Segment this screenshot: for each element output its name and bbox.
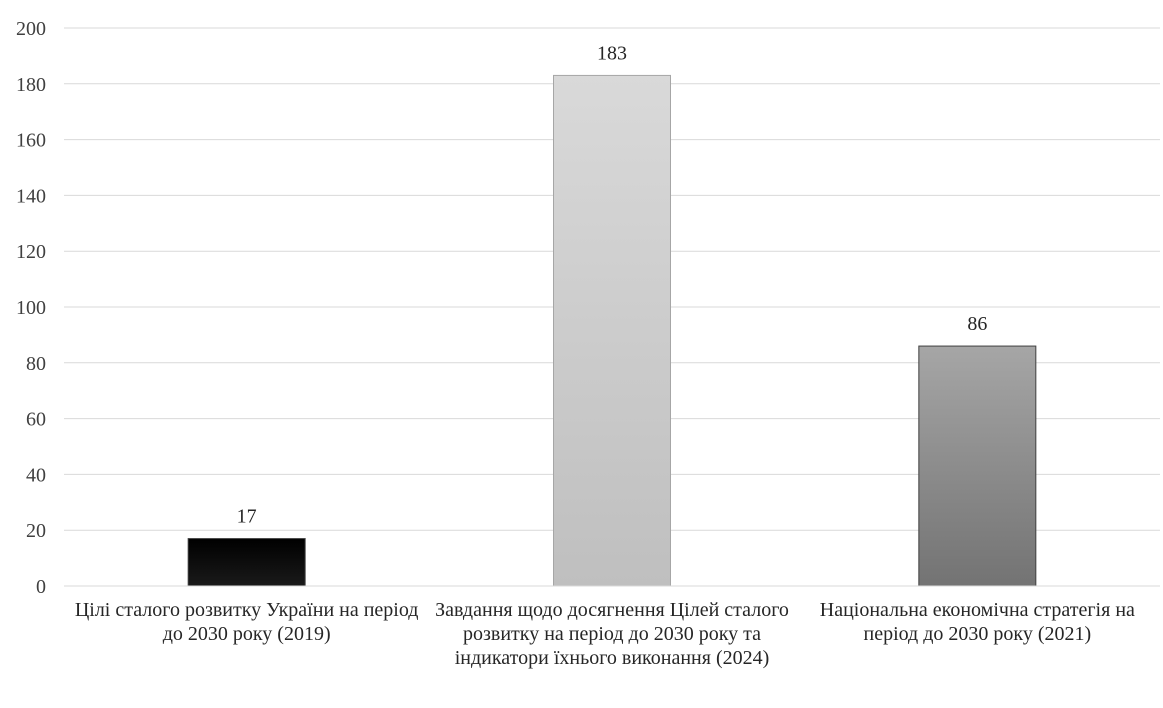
bar-1 (187, 538, 306, 587)
data-label-2: 183 (597, 42, 627, 64)
y-tick-label: 120 (16, 241, 46, 263)
y-tick-label: 20 (26, 520, 46, 542)
y-tick-label: 0 (36, 576, 46, 598)
category-label-3: Національна економічна стратегія на пері… (819, 599, 1135, 645)
y-tick-label: 160 (16, 130, 46, 152)
y-tick-label: 80 (26, 353, 46, 375)
y-axis-ticks: 0 20 40 60 80 100 120 140 160 180 200 (16, 18, 46, 598)
category-label-1: Цілі сталого розвитку України на період … (74, 599, 419, 645)
category-label-2: Завдання щодо досягнення Цілей сталого р… (435, 599, 789, 669)
y-tick-label: 100 (16, 297, 46, 319)
y-tick-label: 180 (16, 74, 46, 96)
bar-3 (918, 345, 1037, 587)
y-tick-label: 140 (16, 185, 46, 207)
bar-2 (553, 74, 671, 587)
data-label-3: 86 (967, 313, 987, 335)
y-tick-label: 200 (16, 18, 46, 40)
y-tick-label: 60 (26, 409, 46, 431)
y-tick-label: 40 (26, 464, 46, 486)
data-label-1: 17 (237, 506, 257, 528)
data-labels: 17 183 86 (237, 42, 988, 527)
bars (187, 74, 1037, 587)
